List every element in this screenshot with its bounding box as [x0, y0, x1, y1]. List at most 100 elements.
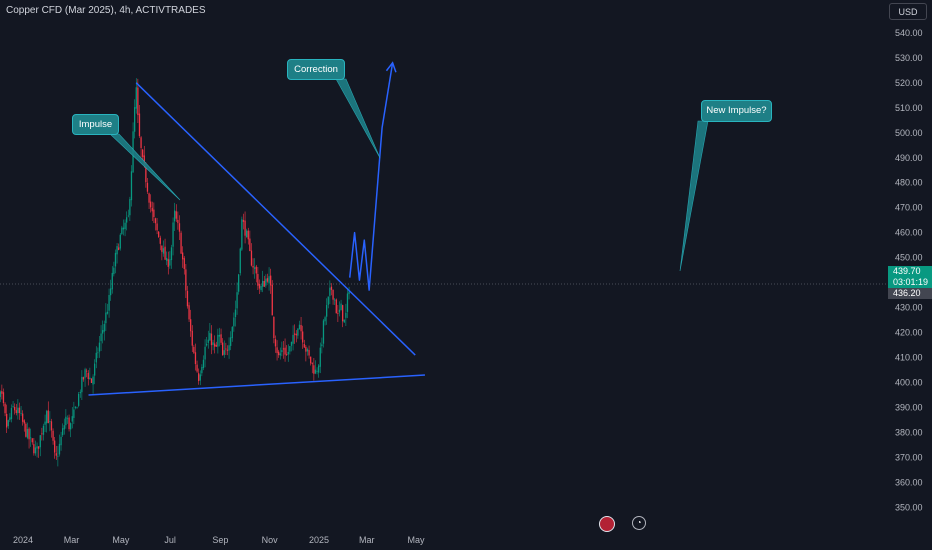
candle-body	[10, 408, 13, 419]
candle-body	[223, 350, 225, 355]
candle-body	[46, 411, 48, 424]
candle-body	[191, 330, 193, 346]
candle-body	[15, 410, 17, 414]
candle-body	[236, 292, 238, 309]
clock-icon[interactable]: ◔	[632, 516, 646, 530]
candle-body	[278, 351, 280, 356]
candle-body	[204, 346, 206, 360]
candle-body	[178, 223, 181, 232]
candle-body	[62, 428, 64, 436]
candle-body	[249, 238, 251, 252]
lower-trendline[interactable]	[88, 374, 425, 396]
candle-body	[87, 372, 89, 379]
candle-body	[294, 333, 296, 335]
candle-body	[220, 334, 222, 343]
candle-body	[182, 252, 184, 260]
candle-body	[103, 324, 105, 332]
candle-body	[292, 334, 294, 344]
candle-body	[310, 356, 312, 364]
candle-body	[146, 182, 149, 192]
candle-body	[263, 280, 265, 287]
candle-body	[329, 287, 331, 296]
symbol-title: Copper CFD (Mar 2025), 4h, ACTIVTRADES	[6, 5, 206, 16]
candle-body	[194, 352, 197, 365]
trendlines-group[interactable]	[88, 61, 425, 396]
candle-body	[238, 274, 240, 292]
new-impulse-callout[interactable]: New Impulse?	[701, 100, 772, 122]
candle-body	[153, 209, 155, 218]
candle-body	[265, 278, 267, 286]
candle-body	[311, 362, 313, 364]
candle-body	[42, 425, 45, 435]
candle-body	[268, 276, 270, 284]
candle-body	[36, 446, 38, 449]
price-tick-label: 410.00	[895, 353, 923, 363]
candle-body	[55, 453, 57, 456]
candle-body	[44, 421, 46, 425]
candle-body	[281, 350, 283, 353]
candle-body	[206, 343, 208, 346]
candle-body	[319, 347, 321, 367]
candle-body	[138, 113, 141, 137]
projection-path[interactable]	[348, 62, 394, 291]
candle-body	[38, 446, 40, 449]
candle-body	[14, 406, 16, 411]
candle-body	[279, 353, 281, 356]
price-tick-label: 360.00	[895, 477, 923, 487]
candle-body	[102, 330, 104, 334]
candle-body	[30, 437, 32, 439]
candle-body	[337, 313, 339, 314]
impulse-callout[interactable]: Impulse	[72, 114, 119, 135]
candle-body	[124, 222, 126, 230]
candle-body	[71, 416, 73, 422]
candle-body	[95, 352, 97, 363]
price-tick-label: 480.00	[895, 178, 923, 188]
us-flag-icon[interactable]	[599, 516, 615, 532]
candle-body	[239, 248, 241, 274]
candle-body	[199, 374, 201, 381]
price-tick-label: 350.00	[895, 502, 923, 512]
candle-body	[73, 409, 75, 418]
candle-body	[159, 237, 161, 244]
candle-body	[28, 428, 30, 440]
candle-body	[161, 245, 163, 252]
candle-body	[25, 423, 27, 437]
candle-body	[121, 227, 123, 234]
candle-body	[134, 107, 136, 132]
candle-body	[142, 149, 144, 157]
price-tick-label: 510.00	[895, 103, 923, 113]
candle-body	[172, 222, 174, 247]
price-tick-label: 430.00	[895, 303, 923, 313]
candle-body	[217, 334, 219, 347]
candle-body	[190, 319, 192, 332]
candle-body	[70, 423, 72, 430]
correction-callout[interactable]: Correction	[287, 59, 345, 80]
candle-body	[196, 364, 198, 372]
time-tick-label: Nov	[262, 535, 279, 545]
currency-button[interactable]: USD	[889, 3, 927, 20]
candle-body	[290, 341, 293, 346]
candle-body	[22, 413, 24, 422]
candle-body	[258, 283, 261, 289]
candle-body	[127, 215, 129, 217]
candle-body	[177, 219, 179, 224]
candle-body	[222, 342, 224, 356]
candle-body	[276, 347, 278, 354]
candle-body	[271, 284, 273, 316]
price-tick-label: 400.00	[895, 378, 923, 388]
candle-body	[266, 278, 269, 282]
candle-body	[79, 391, 81, 394]
upper-trendline[interactable]	[135, 82, 416, 356]
candle-body	[274, 339, 277, 347]
time-axis[interactable]: 2024 Mar May Jul Sep Nov 2025 Mar May	[13, 535, 425, 545]
candle-body	[231, 326, 233, 339]
candle-body	[23, 420, 25, 424]
candle-body	[1, 391, 3, 394]
candle-body	[295, 333, 297, 336]
candle-body	[122, 227, 125, 230]
candle-body	[286, 354, 288, 355]
candle-body	[50, 421, 53, 431]
candle-body	[306, 349, 309, 352]
candle-body	[287, 351, 289, 355]
